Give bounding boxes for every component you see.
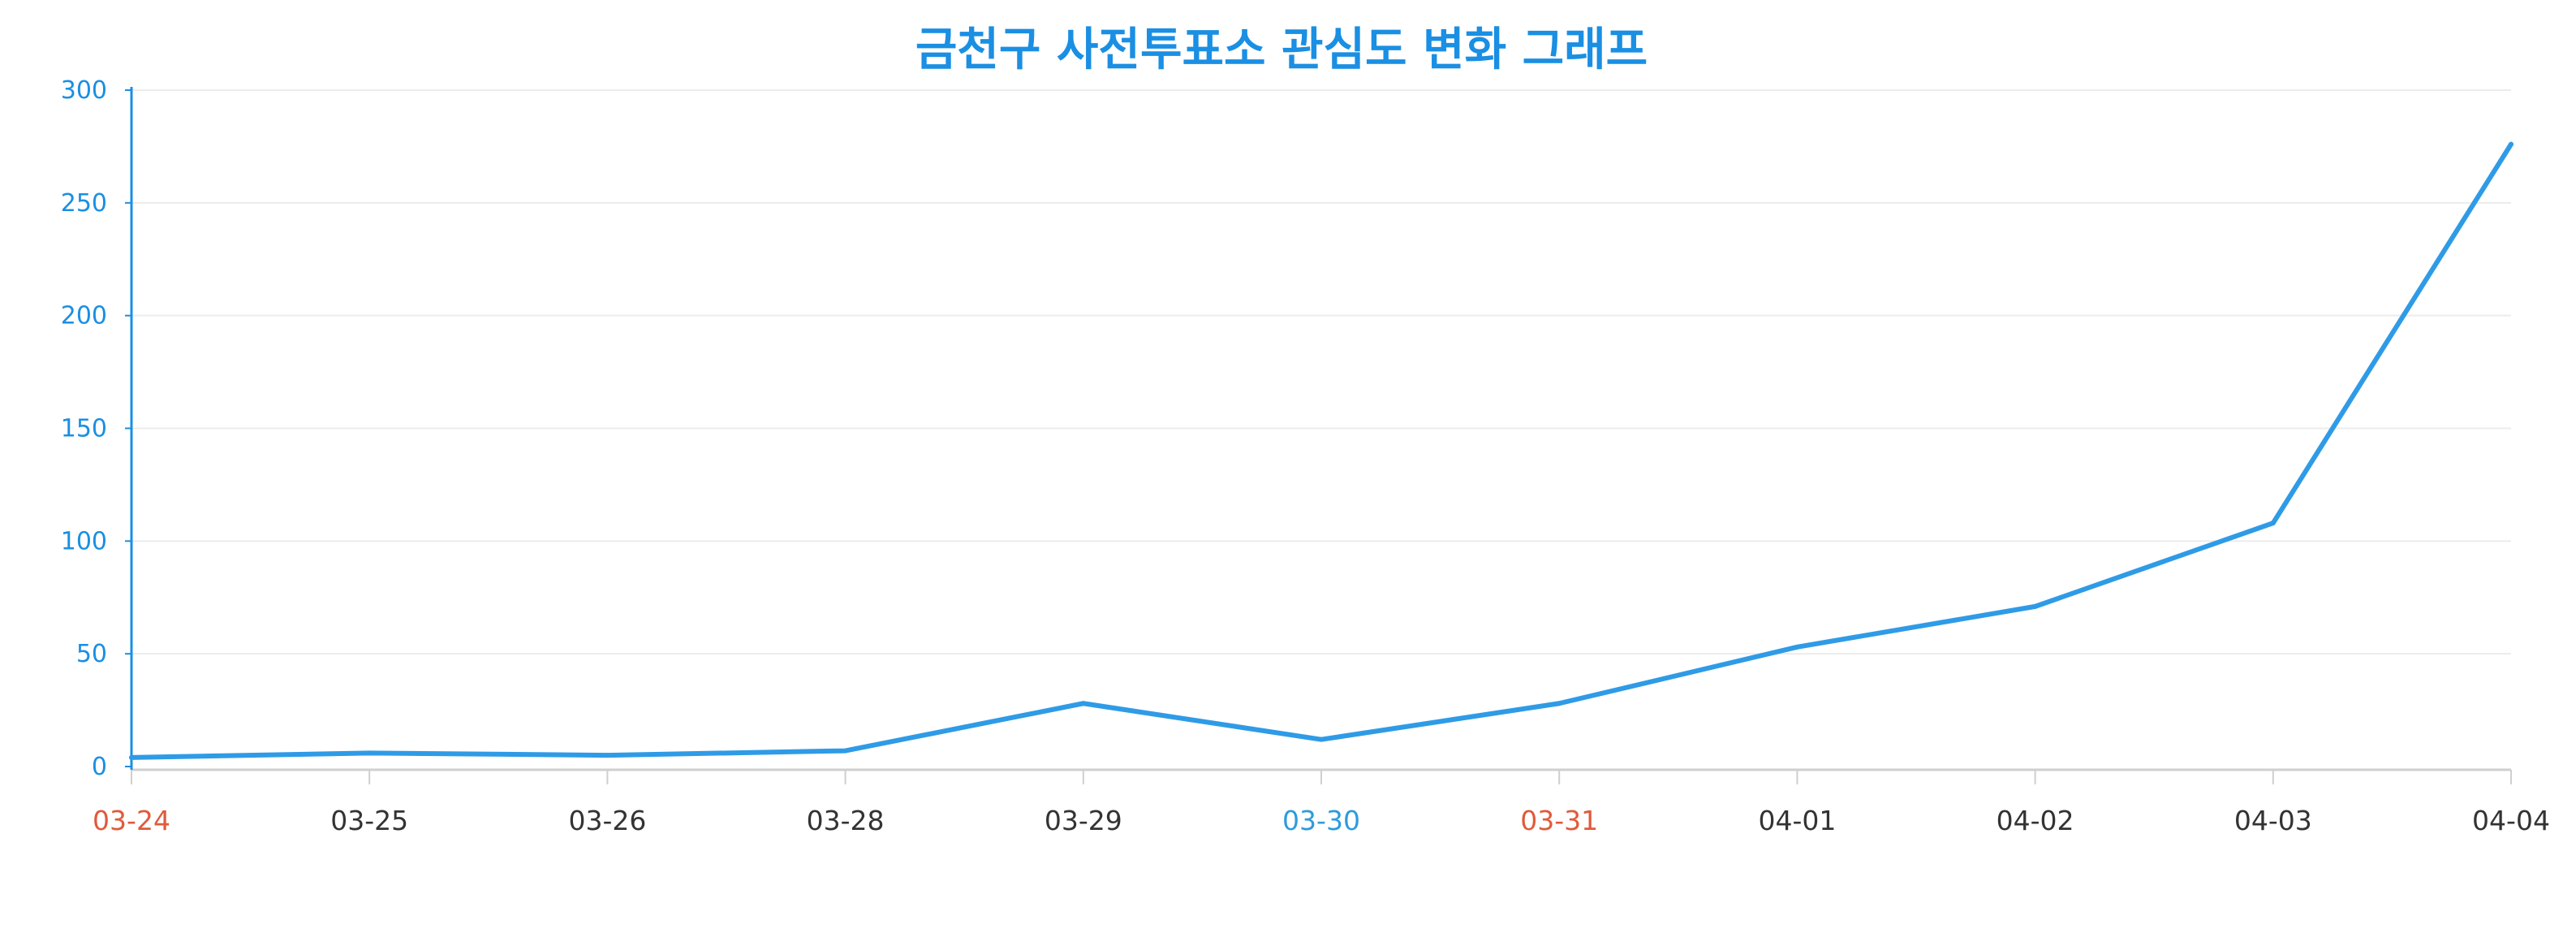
x-tick-label: 03-29 <box>1045 805 1122 836</box>
y-tick-label: 100 <box>61 527 107 555</box>
x-tick-label: 03-31 <box>1520 805 1598 836</box>
x-tick-label: 04-04 <box>2472 805 2550 836</box>
y-tick-label: 50 <box>76 640 107 668</box>
data-point <box>1319 736 1324 742</box>
series-line <box>129 141 2514 760</box>
x-axis-ticks: 03-24 03-25 03-26 03-28 03-29 03-30 03-31 04-01… <box>93 770 2550 836</box>
data-point <box>2270 520 2276 526</box>
x-tick-label: 04-02 <box>1997 805 2074 836</box>
y-axis-ticks: 0 50 100 150 200 250 300 <box>61 76 131 781</box>
data-point <box>367 750 373 756</box>
x-tick-label: 04-03 <box>2234 805 2312 836</box>
data-point <box>842 748 848 754</box>
data-point <box>1080 701 1086 706</box>
x-tick-label: 03-30 <box>1282 805 1360 836</box>
x-tick-label: 04-01 <box>1758 805 1836 836</box>
data-point <box>2032 603 2038 609</box>
data-point <box>605 753 610 758</box>
x-tick-label: 03-25 <box>330 805 408 836</box>
grid-lines <box>131 89 2511 655</box>
x-tick-label: 03-24 <box>93 805 170 836</box>
y-tick-label: 250 <box>61 189 107 218</box>
series <box>129 141 2514 760</box>
x-tick-label: 03-26 <box>568 805 646 836</box>
y-tick-label: 200 <box>61 302 107 330</box>
y-tick-label: 150 <box>61 415 107 443</box>
data-point <box>1794 644 1800 650</box>
data-point <box>1557 701 1562 706</box>
y-tick-label: 300 <box>61 76 107 105</box>
y-tick-label: 0 <box>92 753 107 781</box>
x-tick-label: 03-28 <box>807 805 885 836</box>
chart-title: 금천구 사전투표소 관심도 변화 그래프 <box>915 24 1648 76</box>
data-point <box>2509 141 2514 147</box>
data-point <box>129 754 134 760</box>
